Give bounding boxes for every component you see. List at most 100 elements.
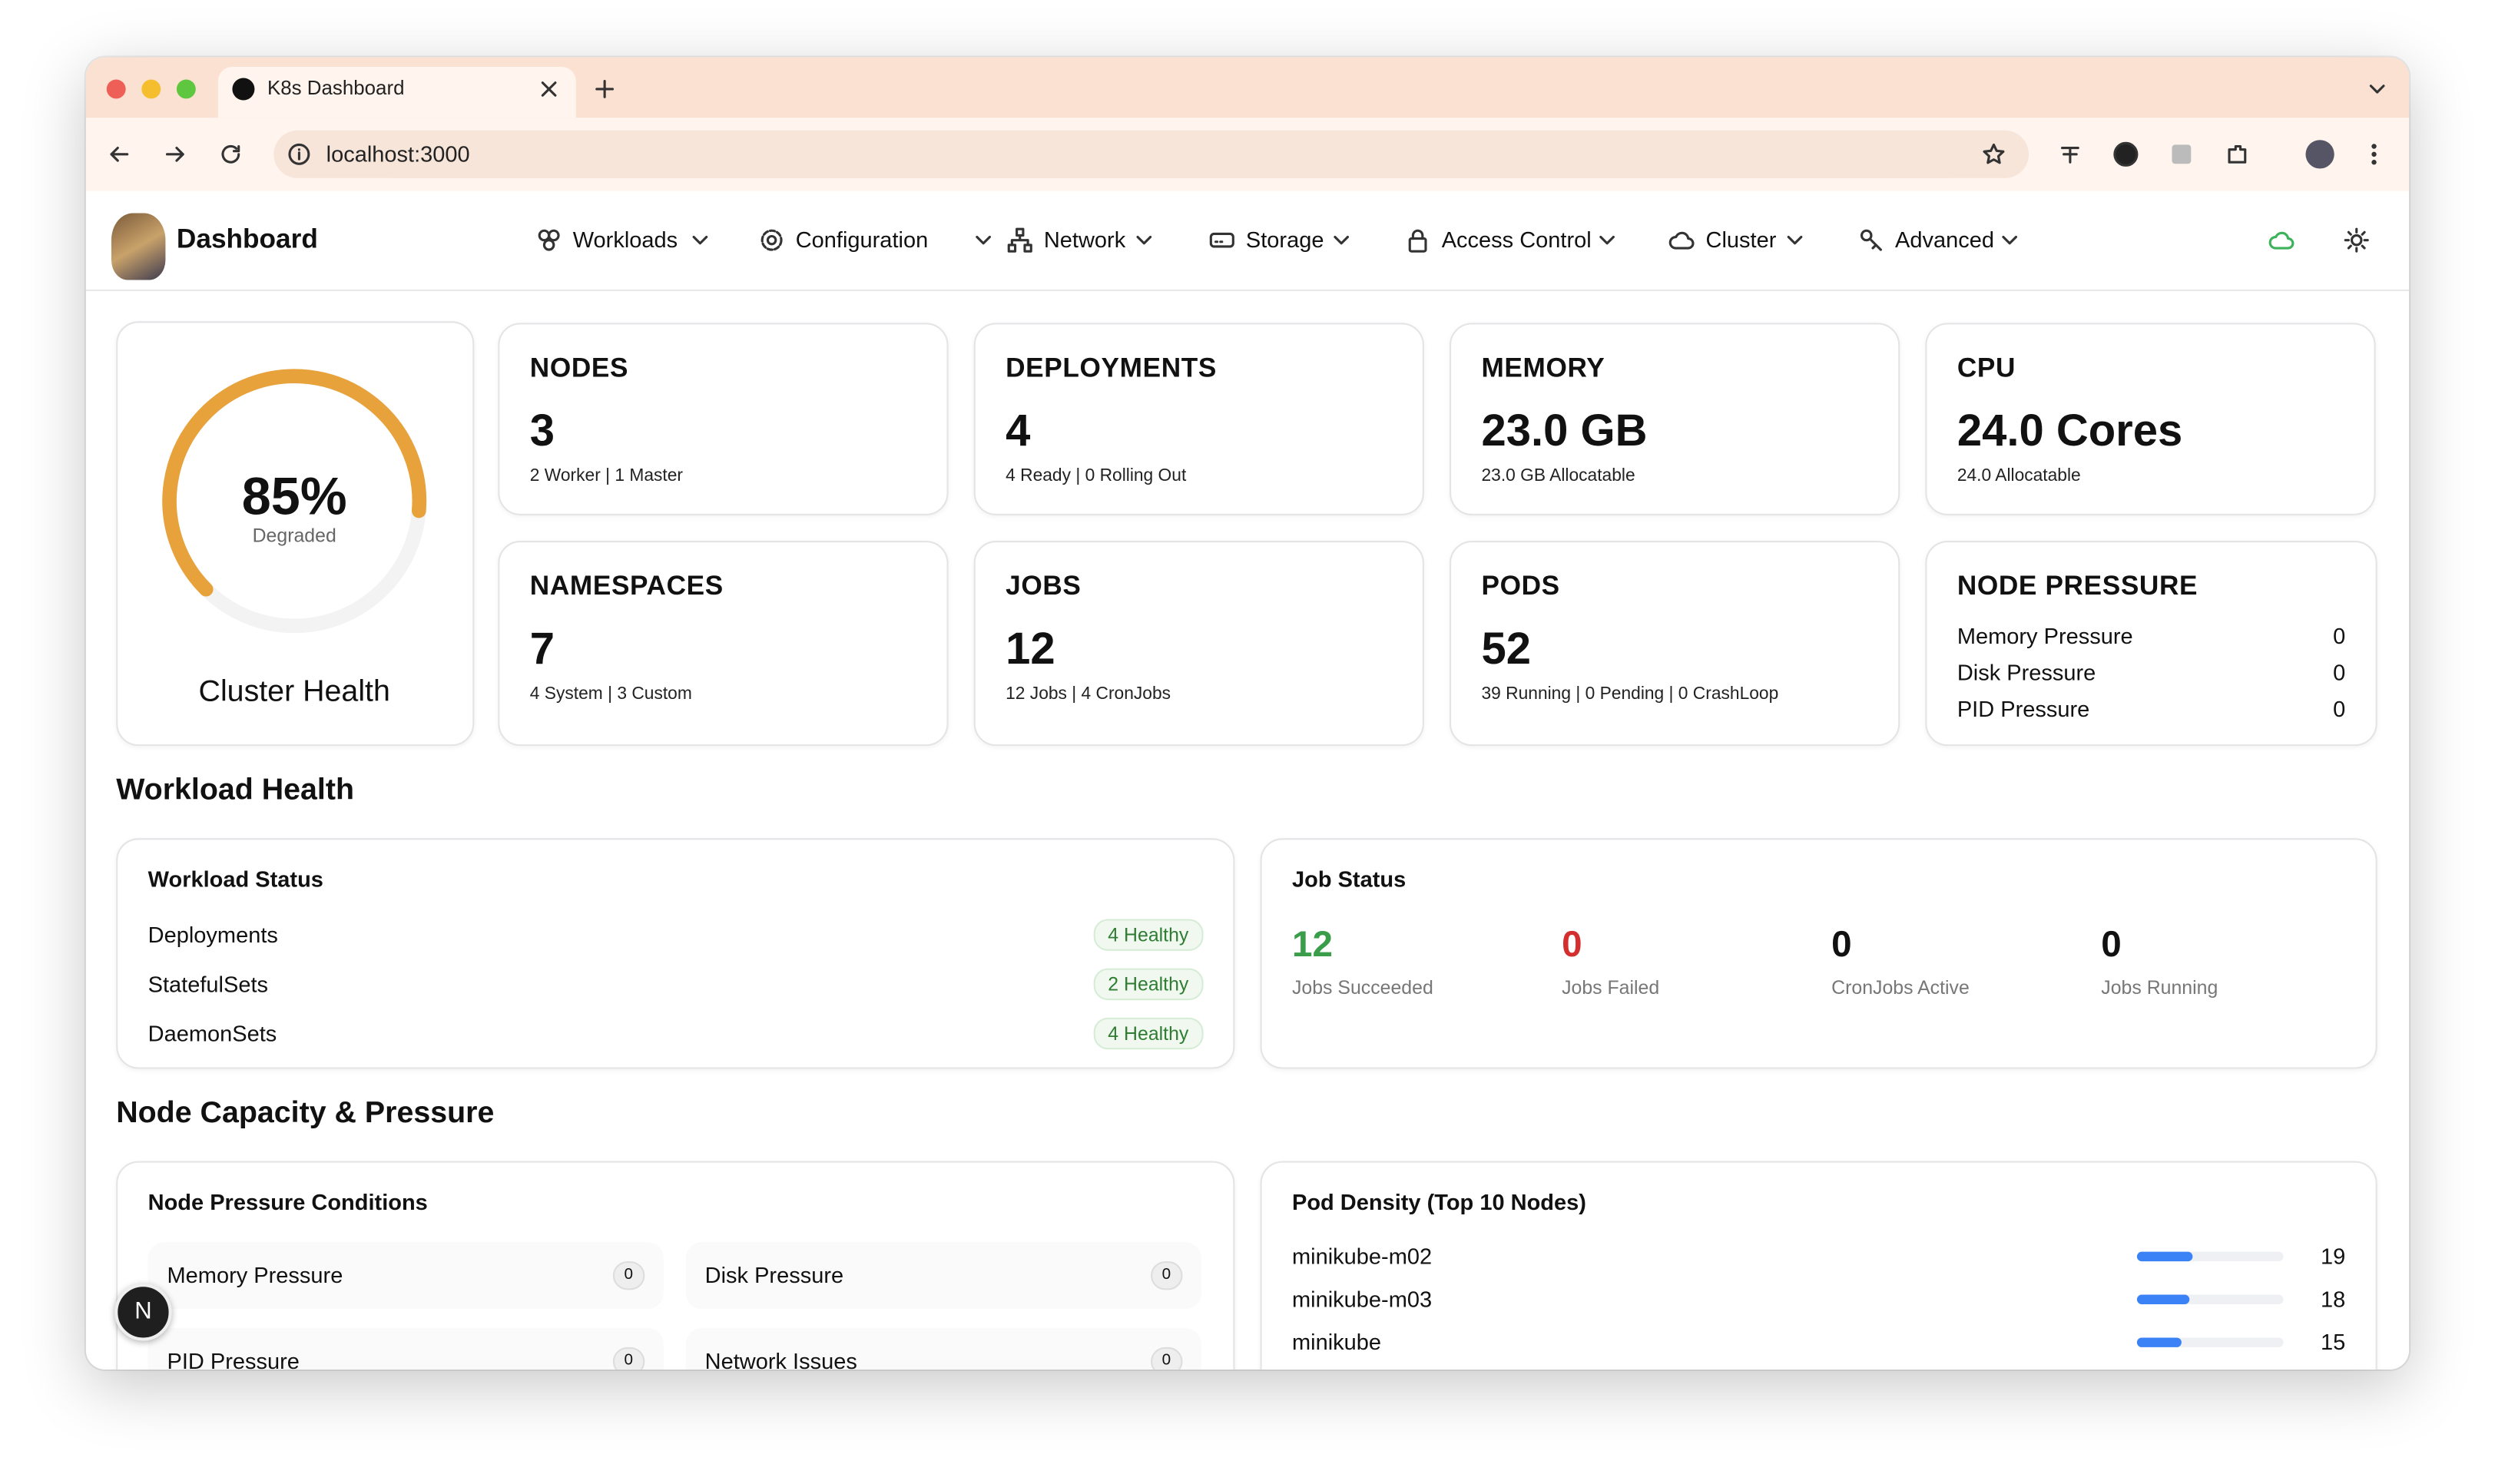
stat-detail: 23.0 GB Allocatable (1481, 466, 1635, 486)
pressure-name: Memory Pressure (1957, 622, 2133, 649)
menu-icon (757, 226, 786, 254)
job-label: Jobs Running (2101, 976, 2218, 999)
condition-tile (147, 1328, 664, 1370)
stat-card (973, 323, 1424, 515)
health-badge: 4 Healthy (1093, 919, 1203, 952)
dev-badge-label[interactable]: N (134, 1297, 152, 1325)
card-title: Workload Status (147, 866, 323, 892)
node-pressure-card (1925, 541, 2377, 747)
stat-value: 23.0 GB (1481, 406, 1648, 455)
tab-favicon (232, 78, 255, 101)
reload-button[interactable] (217, 140, 245, 168)
address-bar[interactable] (273, 130, 2029, 178)
extension-icon[interactable] (2223, 140, 2251, 168)
stat-title: NODE PRESSURE (1957, 570, 2198, 601)
back-button[interactable] (105, 140, 134, 168)
stat-card (498, 323, 949, 515)
pod-count: 19 (2320, 1243, 2346, 1269)
node-name: minikube (1291, 1329, 1382, 1355)
menu-chevron[interactable] (1996, 226, 2024, 254)
browser-window: K8s Dashboard localhost:3000 Dashboard Work… (85, 57, 2410, 1370)
window-control[interactable] (106, 79, 126, 99)
pod-count: 18 (2320, 1286, 2346, 1312)
condition-name: Memory Pressure (167, 1262, 343, 1288)
nav-menu[interactable]: Workloads (572, 227, 678, 253)
density-bar (2136, 1337, 2182, 1347)
menu-chevron[interactable] (1327, 226, 1356, 254)
pressure-value: 0 (2333, 622, 2346, 649)
menu-chevron[interactable] (1130, 226, 1158, 254)
menu-chevron[interactable] (1781, 226, 1809, 254)
menu-icon (1668, 226, 1696, 254)
stat-value: 7 (529, 624, 555, 674)
nav-menu[interactable]: Advanced (1895, 227, 1995, 253)
tab[interactable] (217, 66, 576, 118)
extension-icon[interactable] (2167, 140, 2195, 168)
card-title: Job Status (1291, 866, 1407, 892)
stat-title: NODES (529, 353, 629, 383)
url[interactable]: localhost:3000 (326, 141, 470, 167)
pressure-name: PID Pressure (1957, 696, 2090, 722)
stat-card (1450, 323, 1900, 515)
nav-menu[interactable]: Network (1043, 227, 1126, 253)
condition-name: Network Issues (704, 1348, 857, 1370)
theme-toggle[interactable] (2342, 226, 2371, 254)
condition-name: PID Pressure (167, 1348, 300, 1370)
stat-value: 52 (1481, 624, 1532, 674)
nav-menu[interactable]: Configuration (795, 227, 929, 253)
workload-status-card (116, 838, 1235, 1069)
stat-card (973, 541, 1424, 747)
condition-tile (685, 1328, 1201, 1370)
condition-tile (685, 1242, 1201, 1310)
tab-close[interactable] (535, 75, 563, 103)
menu-chevron[interactable] (686, 226, 714, 254)
health-badge: 4 Healthy (1093, 1017, 1203, 1051)
stat-title: CPU (1957, 353, 2016, 383)
pressure-value: 0 (2333, 696, 2346, 722)
status-cloud (2268, 226, 2296, 254)
condition-count: 0 (1151, 1347, 1182, 1370)
forward-button[interactable] (161, 140, 189, 168)
nav-menu[interactable]: Storage (1245, 227, 1324, 253)
health-title: Cluster Health (198, 675, 390, 709)
window-control[interactable] (176, 79, 196, 99)
stat-detail: 24.0 Allocatable (1957, 466, 2081, 486)
extension-icon[interactable] (2112, 140, 2140, 168)
extension-icon[interactable] (2056, 140, 2084, 168)
stat-value: 24.0 Cores (1957, 406, 2183, 455)
menu-icon (1208, 226, 1236, 254)
nav-menu[interactable]: Cluster (1705, 227, 1777, 253)
menu-chevron[interactable] (1592, 226, 1621, 254)
job-label: CronJobs Active (1831, 976, 1970, 999)
job-count: 0 (1831, 923, 1852, 965)
menu-chevron[interactable] (969, 226, 997, 254)
window-control[interactable] (141, 79, 161, 99)
card-title: Node Pressure Conditions (147, 1189, 428, 1215)
app-header (85, 190, 2410, 291)
profile-avatar[interactable] (2305, 140, 2334, 169)
health-status: Degraded (252, 524, 336, 547)
stat-value: 3 (529, 406, 555, 455)
stat-detail: 39 Running | 0 Pending | 0 CrashLoop (1481, 684, 1779, 704)
stat-card (498, 541, 949, 747)
menu-icon (535, 226, 563, 254)
menu-icon (1006, 226, 1034, 254)
stat-value: 12 (1006, 624, 1055, 674)
nav-menu[interactable]: Access Control (1441, 227, 1592, 253)
stat-card (1450, 541, 1900, 747)
browser-menu[interactable] (2360, 140, 2388, 168)
logo (111, 213, 166, 280)
job-count: 0 (1562, 923, 1582, 965)
node-name: minikube-m02 (1291, 1243, 1433, 1269)
menu-icon (1857, 226, 1885, 254)
new-tab[interactable] (590, 75, 618, 103)
tab-search[interactable] (2363, 75, 2391, 103)
brand[interactable]: Dashboard (176, 224, 318, 254)
job-count: 12 (1291, 923, 1333, 965)
workload-name: StatefulSets (147, 971, 269, 997)
card-title: Pod Density (Top 10 Nodes) (1291, 1189, 1586, 1215)
dev-badge[interactable] (114, 1284, 172, 1341)
bookmark[interactable] (1980, 140, 2008, 168)
condition-count: 0 (612, 1261, 644, 1290)
tab-title: K8s Dashboard (267, 77, 405, 100)
